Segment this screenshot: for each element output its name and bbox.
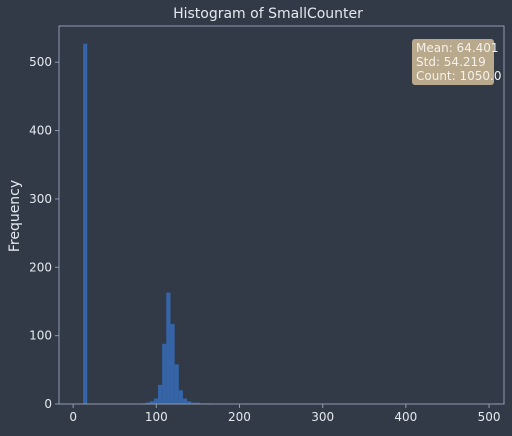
histogram-bar (195, 402, 200, 404)
y-tick-label: 100 (29, 329, 52, 343)
stats-box-background (412, 39, 494, 85)
x-tick-label: 200 (228, 410, 251, 424)
y-tick-label: 200 (29, 260, 52, 274)
plot-frame (58, 25, 505, 405)
chart-title: Histogram of SmallCounter (173, 6, 363, 22)
histogram-bar (162, 343, 167, 404)
x-tick-label: 500 (478, 410, 501, 424)
histogram-bar (174, 364, 179, 404)
histogram-bar (153, 398, 158, 404)
histogram-bar (187, 401, 192, 404)
y-tick-label: 300 (29, 192, 52, 206)
stats-count: Count: 1050.0 (416, 69, 501, 83)
y-tick-label: 500 (29, 55, 52, 69)
histogram-bar (170, 324, 175, 404)
histogram-bar (166, 292, 171, 404)
y-tick-label: 0 (44, 397, 52, 411)
histogram-bar (182, 398, 188, 404)
stats-std: Std: 54.219 (416, 55, 486, 69)
histogram-bars (83, 43, 500, 404)
x-tick-label: 100 (145, 410, 168, 424)
x-tick-label: 0 (69, 410, 77, 424)
histogram-bar (178, 390, 183, 404)
x-tick-label: 300 (311, 410, 334, 424)
histogram-bar (145, 402, 150, 404)
y-tick-label: 400 (29, 124, 52, 138)
stats-box: Mean: 64.401 Std: 54.219 Count: 1050.0 (412, 39, 501, 85)
x-tick-label: 400 (394, 410, 417, 424)
histogram-bar (149, 401, 154, 404)
y-axis-label: Frequency (7, 180, 23, 252)
histogram-bar (157, 384, 163, 404)
histogram-bar (83, 43, 88, 404)
stats-mean: Mean: 64.401 (416, 41, 499, 55)
axis-ticks: 0 100 200 300 400 500 0 100 200 300 400 500 (29, 55, 500, 424)
histogram-bar (191, 402, 196, 404)
